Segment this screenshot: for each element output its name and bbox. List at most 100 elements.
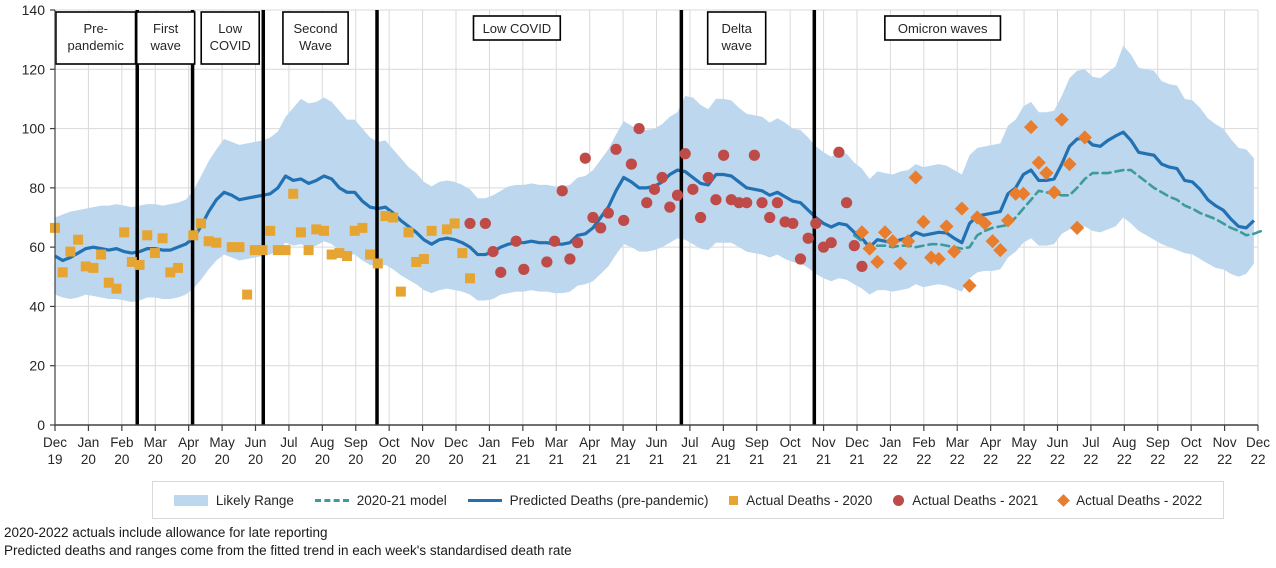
svg-text:100: 100 (22, 121, 46, 137)
legend-label: Actual Deaths - 2020 (746, 492, 873, 508)
svg-text:Omicron waves: Omicron waves (898, 21, 988, 36)
svg-text:20: 20 (382, 452, 397, 467)
likely-range-swatch (173, 494, 208, 506)
weekly-deaths-chart: Pre-pandemic First wave Low COVID Second Wave L… (22, 2, 1271, 467)
svg-text:21: 21 (515, 452, 530, 467)
svg-text:Mar: Mar (144, 435, 168, 450)
svg-text:Feb: Feb (110, 435, 133, 450)
svg-text:Dec: Dec (1246, 435, 1270, 450)
svg-text:19: 19 (47, 452, 62, 467)
svg-text:Jan: Jan (880, 435, 902, 450)
svg-text:Dec: Dec (845, 435, 869, 450)
svg-text:May: May (209, 435, 235, 450)
svg-text:20: 20 (248, 452, 263, 467)
svg-text:Sep: Sep (344, 435, 368, 450)
svg-text:21: 21 (749, 452, 764, 467)
axes: 0 20 40 60 80 100 120 140 Dec 19 Jan 20 Feb 20 Mar 20 Ap… (22, 2, 1271, 467)
svg-text:22: 22 (1217, 452, 1232, 467)
period-label-boxes: Pre-pandemic First wave Low COVID Second Wave L… (55, 11, 1002, 65)
svg-text:Second: Second (293, 21, 337, 36)
svg-text:20: 20 (415, 452, 430, 467)
svg-text:pandemic: pandemic (68, 38, 125, 53)
svg-text:20: 20 (215, 452, 230, 467)
svg-text:40: 40 (29, 298, 45, 314)
svg-text:20: 20 (448, 452, 463, 467)
svg-text:wave: wave (721, 38, 752, 53)
svg-text:Apr: Apr (178, 435, 200, 450)
svg-text:21: 21 (649, 452, 664, 467)
svg-text:Jul: Jul (681, 435, 698, 450)
legend-item-actual-2021: Actual Deaths - 2021 (893, 493, 1038, 508)
svg-text:21: 21 (716, 452, 731, 467)
likely-range-band (55, 45, 1254, 302)
svg-text:Jul: Jul (1082, 435, 1099, 450)
svg-text:Pre-: Pre- (83, 21, 108, 36)
svg-text:22: 22 (1017, 452, 1032, 467)
svg-text:140: 140 (22, 2, 46, 18)
svg-text:21: 21 (482, 452, 497, 467)
svg-text:Mar: Mar (946, 435, 970, 450)
footnote-late-reporting: 2020-2022 actuals include allowance for … (4, 525, 328, 540)
svg-text:22: 22 (1250, 452, 1265, 467)
svg-text:22: 22 (1150, 452, 1165, 467)
svg-text:22: 22 (1117, 452, 1132, 467)
svg-text:Wave: Wave (299, 38, 332, 53)
svg-text:21: 21 (616, 452, 631, 467)
svg-text:Jun: Jun (1047, 435, 1069, 450)
svg-text:Feb: Feb (511, 435, 534, 450)
square-marker-swatch (729, 495, 739, 505)
svg-text:Jun: Jun (646, 435, 668, 450)
actual-deaths-2020-markers (50, 188, 476, 300)
svg-text:Low: Low (218, 21, 242, 36)
svg-text:22: 22 (983, 452, 998, 467)
svg-text:80: 80 (29, 180, 45, 196)
svg-text:22: 22 (883, 452, 898, 467)
legend-item-model: 2020-21 model (314, 493, 447, 508)
svg-text:20: 20 (29, 358, 45, 374)
svg-text:Jun: Jun (245, 435, 267, 450)
svg-text:22: 22 (950, 452, 965, 467)
svg-text:wave: wave (149, 38, 180, 53)
chart-footnotes: 2020-2022 actuals include allowance for … (4, 524, 572, 560)
svg-text:COVID: COVID (210, 38, 251, 53)
svg-text:21: 21 (849, 452, 864, 467)
footnote-methodology: Predicted deaths and ranges come from th… (4, 543, 572, 558)
svg-text:Aug: Aug (1112, 435, 1136, 450)
svg-text:22: 22 (1050, 452, 1065, 467)
svg-text:20: 20 (281, 452, 296, 467)
predicted-line-swatch (467, 498, 502, 502)
svg-text:21: 21 (582, 452, 597, 467)
svg-text:Mar: Mar (545, 435, 569, 450)
svg-text:22: 22 (916, 452, 931, 467)
svg-text:Aug: Aug (310, 435, 334, 450)
svg-text:20: 20 (81, 452, 96, 467)
svg-text:0: 0 (37, 417, 45, 433)
svg-text:22: 22 (1083, 452, 1098, 467)
model-2020-21-line (852, 168, 1263, 250)
svg-text:May: May (610, 435, 636, 450)
svg-text:Oct: Oct (379, 435, 400, 450)
actual-deaths-2022-markers (854, 112, 1092, 293)
svg-text:Delta: Delta (722, 21, 753, 36)
svg-text:Feb: Feb (912, 435, 935, 450)
svg-text:21: 21 (549, 452, 564, 467)
svg-text:Dec: Dec (43, 435, 67, 450)
svg-text:Jan: Jan (479, 435, 501, 450)
actual-deaths-2021-markers (464, 122, 868, 278)
circle-marker-swatch (893, 494, 905, 506)
svg-text:Oct: Oct (780, 435, 801, 450)
svg-text:Nov: Nov (812, 435, 836, 450)
legend-item-predicted: Predicted Deaths (pre-pandemic) (467, 493, 708, 508)
svg-text:Sep: Sep (745, 435, 769, 450)
svg-text:Jul: Jul (280, 435, 297, 450)
svg-text:Aug: Aug (711, 435, 735, 450)
svg-text:Low COVID: Low COVID (483, 21, 552, 36)
svg-text:20: 20 (181, 452, 196, 467)
svg-text:60: 60 (29, 239, 45, 255)
svg-text:Sep: Sep (1146, 435, 1170, 450)
svg-text:Dec: Dec (444, 435, 468, 450)
legend-label: Actual Deaths - 2021 (912, 492, 1039, 508)
svg-text:Apr: Apr (579, 435, 601, 450)
diamond-marker-swatch (1057, 493, 1070, 507)
svg-text:21: 21 (682, 452, 697, 467)
